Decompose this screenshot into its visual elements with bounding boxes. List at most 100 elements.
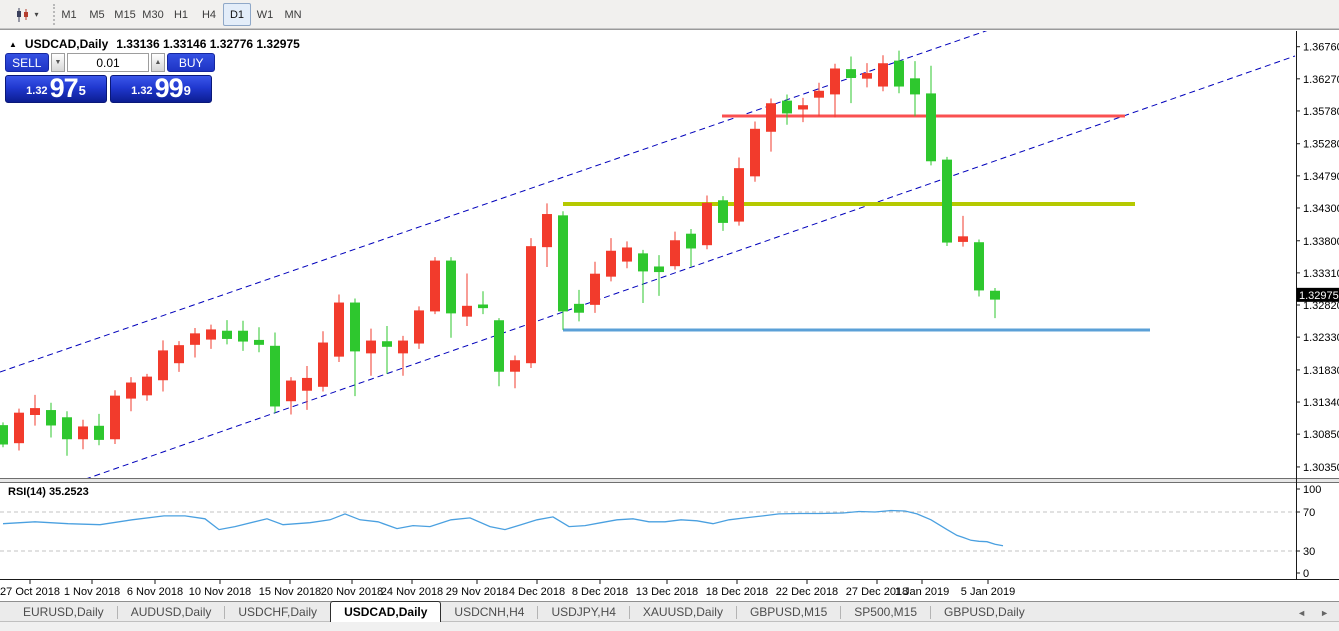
chart-tab-bar: EURUSD,Daily AUDUSD,Daily USDCHF,Daily USDC… <box>0 600 1339 622</box>
sell-button[interactable]: SELL <box>5 53 49 72</box>
price-axis-label: 1.32820 <box>1303 300 1339 312</box>
candle <box>542 203 552 267</box>
candle <box>238 320 248 351</box>
price-axis-label: 1.33310 <box>1303 268 1339 280</box>
candle <box>302 365 312 410</box>
timeframe-button-mn[interactable]: MN <box>284 8 302 21</box>
candle <box>654 255 664 296</box>
candle <box>0 422 8 448</box>
tab-divider <box>116 605 118 619</box>
candle <box>414 306 424 349</box>
tab-eurusd-daily[interactable]: EURUSD,Daily <box>23 605 104 619</box>
candle <box>318 331 328 392</box>
price-axis[interactable]: 1.36760 1.36270 1.35780 1.35280 1.34790 1.343… <box>1296 42 1339 580</box>
timeframe-button-m15[interactable]: M15 <box>114 8 136 21</box>
candle <box>366 328 376 376</box>
toolbar-grip <box>53 4 56 25</box>
ascending-channel-lower-line[interactable] <box>0 55 1296 509</box>
chart-mode-button[interactable]: ▾ <box>6 3 48 26</box>
candle <box>590 261 600 313</box>
tab-usdjpy-h4[interactable]: USDJPY,H4 <box>551 605 616 619</box>
price-axis-label: 1.35280 <box>1303 139 1339 151</box>
sell-price-button[interactable]: 1.32 97 5 <box>5 75 107 103</box>
timeframe-button-w1[interactable]: W1 <box>256 8 274 21</box>
tab-divider <box>628 605 630 619</box>
status-strip <box>0 621 1339 631</box>
date-axis-label: 8 Dec 2018 <box>572 586 628 598</box>
candle <box>974 239 984 297</box>
candle <box>430 257 440 315</box>
tab-sp500-m15[interactable]: SP500,M15 <box>854 605 918 619</box>
one-click-trade-panel: SELL ▼ 0.01 ▲ BUY 1.32 97 5 1.32 99 9 <box>5 53 215 103</box>
date-axis-label: 1 Nov 2018 <box>64 586 120 598</box>
date-axis-label: 29 Nov 2018 <box>446 586 508 598</box>
volume-input[interactable]: 0.01 <box>67 53 149 72</box>
candle <box>894 50 904 94</box>
timeframe-button-m30[interactable]: M30 <box>142 8 164 21</box>
candle <box>574 289 584 322</box>
candlestick-series <box>0 50 1000 456</box>
candle <box>190 327 200 358</box>
tab-gbpusd-m15[interactable]: GBPUSD,M15 <box>749 605 828 619</box>
candle <box>494 318 504 387</box>
date-axis-label: 6 Nov 2018 <box>127 586 183 598</box>
tab-audusd-daily[interactable]: AUDUSD,Daily <box>130 605 212 619</box>
timeframe-button-m1[interactable]: M1 <box>61 8 77 21</box>
candlestick-chart-icon <box>15 7 31 23</box>
tab-scroll-right-icon[interactable]: ► <box>1320 607 1329 618</box>
toolbar: ▾ M1 M5 M15 M30 H1 H4 D1 W1 MN <box>0 0 1339 29</box>
volume-increase-button[interactable]: ▲ <box>150 53 166 72</box>
tab-usdchf-daily[interactable]: USDCHF,Daily <box>238 605 318 619</box>
candle <box>814 82 824 117</box>
price-chart[interactable]: RSI(14) 35.2523 1.36760 1.36270 1.35780 1.35… <box>0 31 1339 601</box>
candle <box>862 63 872 88</box>
buy-price-button[interactable]: 1.32 99 9 <box>110 75 212 103</box>
collapse-panel-icon[interactable]: ▲ <box>9 40 17 49</box>
rsi-indicator-label: RSI(14) 35.2523 <box>8 486 89 498</box>
buy-price-prefix: 1.32 <box>131 85 153 97</box>
date-axis[interactable]: 27 Oct 2018 1 Nov 2018 6 Nov 2018 10 Nov 20… <box>0 579 1015 598</box>
timeframe-button-h4[interactable]: H4 <box>201 8 217 21</box>
buy-button[interactable]: BUY <box>167 53 215 72</box>
tab-divider <box>735 605 737 619</box>
candle <box>30 394 40 426</box>
candle <box>254 327 264 353</box>
tab-xauusd-daily[interactable]: XAUUSD,Daily <box>642 605 723 619</box>
timeframe-button-h1[interactable]: H1 <box>173 8 189 21</box>
date-axis-label: 20 Nov 2018 <box>321 586 383 598</box>
candle <box>14 408 24 451</box>
candle <box>334 294 344 363</box>
tab-usdcad-daily[interactable]: USDCAD,Daily <box>330 600 442 622</box>
tab-usdcnh-h4[interactable]: USDCNH,H4 <box>454 605 525 619</box>
candle <box>398 335 408 376</box>
candle <box>750 121 760 182</box>
candle <box>766 98 776 152</box>
candle <box>126 377 136 412</box>
candle <box>446 257 456 338</box>
sell-price-prefix: 1.32 <box>26 85 48 97</box>
date-axis-label: 5 Jan 2019 <box>961 586 1015 598</box>
candle <box>622 241 632 269</box>
date-axis-label: 10 Nov 2018 <box>189 586 251 598</box>
date-axis-label: 1 Jan 2019 <box>895 586 949 598</box>
ascending-channel-upper-line[interactable] <box>0 31 1295 373</box>
candle <box>926 65 936 166</box>
date-axis-label: 27 Oct 2018 <box>0 586 60 598</box>
tab-scroll-left-icon[interactable]: ◄ <box>1297 607 1307 618</box>
price-axis-label: 1.30350 <box>1303 462 1339 474</box>
date-axis-label: 27 Dec 2018 <box>846 586 908 598</box>
tab-divider <box>224 605 226 619</box>
candle <box>206 324 216 349</box>
tab-divider <box>930 605 932 619</box>
price-axis-label: 1.33800 <box>1303 236 1339 248</box>
candle <box>94 413 104 446</box>
candle <box>62 411 72 456</box>
price-axis-label: 1.34300 <box>1303 203 1339 215</box>
candle <box>958 215 968 247</box>
tab-gbpusd-daily[interactable]: GBPUSD,Daily <box>944 605 1025 619</box>
timeframe-button-m5[interactable]: M5 <box>89 8 105 21</box>
candle <box>350 298 360 397</box>
timeframe-button-d1[interactable]: D1 <box>223 3 251 26</box>
volume-decrease-button[interactable]: ▼ <box>50 53 66 72</box>
candle <box>942 156 952 247</box>
